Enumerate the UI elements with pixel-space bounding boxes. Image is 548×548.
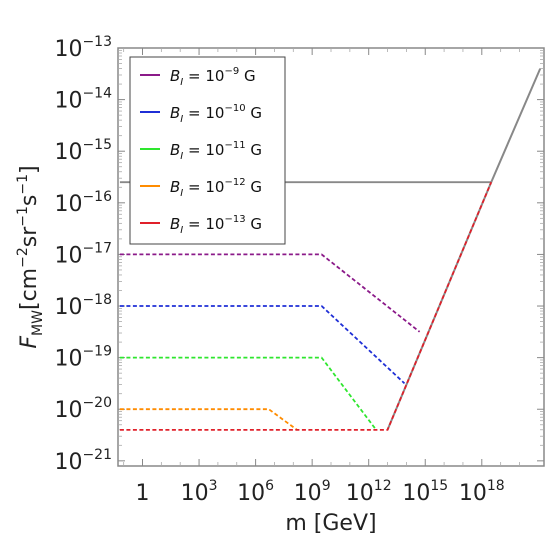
x-tick-label-4: 1012: [346, 478, 392, 506]
y-tick-labels: 10−21 10−20 10−19 10−18 10−17 10−16 10−15 10−14…: [54, 34, 112, 475]
legend-label-1: BI = 10−10 G: [170, 103, 262, 125]
y-axis-title: FMW[cm−2sr−1s−1]: [15, 165, 46, 348]
y-tick-label-0: 10−21: [54, 447, 112, 475]
y-tick-label-6: 10−15: [54, 137, 112, 165]
series-line-0: [119, 253, 421, 333]
y-tick-label-8: 10−13: [54, 34, 112, 62]
y-tick-label-1: 10−20: [54, 395, 112, 423]
series-line-1: [119, 305, 406, 385]
y-tick-label-3: 10−18: [54, 292, 112, 320]
y-tick-label-2: 10−19: [54, 344, 112, 372]
x-tick-label-1: 103: [181, 478, 218, 506]
x-tick-label-6: 1018: [459, 478, 505, 506]
series-line-4: [119, 181, 493, 431]
x-tick-labels: 1 103 106 109 1012 1015 1018: [136, 478, 505, 506]
legend-label-3: BI = 10−12 G: [170, 177, 262, 199]
x-tick-label-5: 1015: [402, 478, 448, 506]
series-line-3: [119, 408, 298, 431]
x-tick-label-2: 106: [237, 478, 274, 506]
x-axis-title: m [GeV]: [285, 511, 376, 536]
legend-entries: BI = 10−9 G BI = 10−10 G BI = 10−11 G BI = …: [140, 66, 262, 236]
legend-label-4: BI = 10−13 G: [170, 214, 262, 236]
legend-label-2: BI = 10−11 G: [170, 140, 262, 162]
x-tick-label-0: 1: [136, 481, 150, 506]
y-tick-label-7: 10−14: [54, 86, 112, 114]
y-tick-label-5: 10−16: [54, 189, 112, 217]
legend: BI = 10−9 G BI = 10−10 G BI = 10−11 G BI = …: [129, 56, 286, 245]
legend-box: [129, 56, 286, 245]
y-tick-label-4: 10−17: [54, 240, 112, 268]
legend-label-0: BI = 10−9 G: [170, 66, 256, 88]
x-tick-label-3: 109: [294, 478, 331, 506]
series-line-2: [119, 356, 377, 431]
tick-marks: [118, 47, 544, 466]
